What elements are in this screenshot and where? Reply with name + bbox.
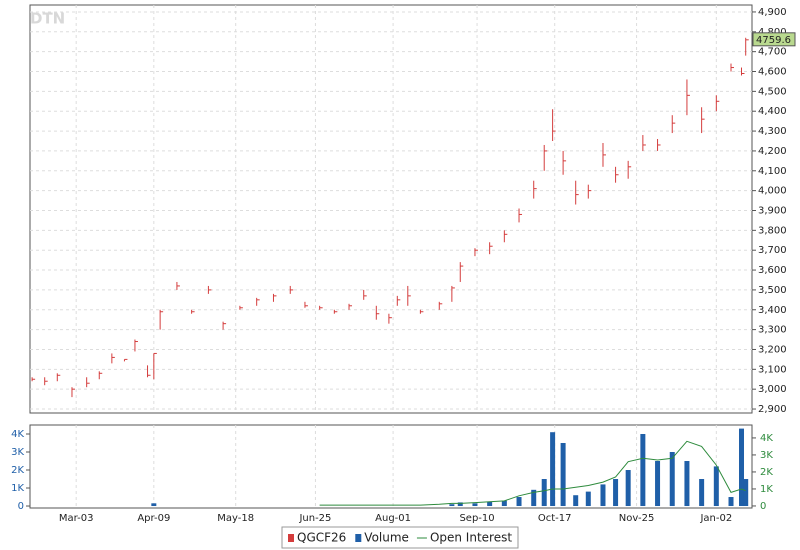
last-value-box <box>752 32 796 47</box>
volume-bar <box>550 432 556 507</box>
legend-swatch <box>355 534 362 542</box>
volume-bar <box>516 497 522 507</box>
last-value-label: 4759.6 <box>756 35 791 46</box>
y-tick-label: 2,900 <box>758 404 787 415</box>
volume-bar <box>739 428 745 507</box>
y-tick-label: 3,600 <box>758 265 787 276</box>
volume-bar <box>573 495 579 507</box>
x-tick-label: May-18 <box>217 513 254 524</box>
volume-bar <box>669 452 675 507</box>
volume-bar <box>600 484 606 507</box>
x-tick-label: Sep-10 <box>459 513 494 524</box>
legend-label: QGCF26 <box>297 531 346 545</box>
volume-bar <box>560 443 566 507</box>
volume-bar <box>713 466 719 507</box>
x-tick-label: Mar-03 <box>59 513 94 524</box>
y-tick-label: 3,500 <box>758 285 787 296</box>
volume-bar <box>472 503 478 507</box>
price-panel <box>29 4 753 414</box>
volume-bar <box>728 497 734 507</box>
y-tick-label: 2K <box>760 467 773 478</box>
y-tick-label: 4,400 <box>758 106 787 117</box>
y-tick-label: 4,500 <box>758 86 787 97</box>
y-tick-label: 0 <box>760 501 766 512</box>
volume-bar <box>699 479 705 507</box>
y-tick-label: 2K <box>11 465 24 476</box>
y-tick-label: 4K <box>11 429 24 440</box>
x-tick-label: Nov-25 <box>619 513 655 524</box>
volume-bar <box>457 502 463 507</box>
volume-bar <box>531 489 537 507</box>
y-tick-label: 3K <box>760 450 773 461</box>
y-tick-label: 3,100 <box>758 364 787 375</box>
y-tick-label: 4,900 <box>758 7 787 18</box>
volume-bar <box>625 470 631 507</box>
x-tick-label: Jun-25 <box>298 513 331 524</box>
watermark: DTN <box>30 10 65 28</box>
y-tick-label: 3,900 <box>758 205 787 216</box>
y-tick-label: 4,600 <box>758 67 787 78</box>
y-tick-label: 3,200 <box>758 344 787 355</box>
volume-bar <box>541 479 547 507</box>
y-tick-label: 4,100 <box>758 166 787 177</box>
y-tick-label: 0 <box>18 501 24 512</box>
volume-bar <box>743 479 749 507</box>
legend-label: Open Interest <box>430 531 512 545</box>
legend <box>281 526 519 549</box>
y-tick-label: 3K <box>11 447 24 458</box>
y-tick-label: 4,700 <box>758 47 787 58</box>
volume-bar <box>151 503 157 507</box>
y-tick-label: 4K <box>760 433 773 444</box>
y-tick-label: 4,300 <box>758 126 787 137</box>
legend-swatch <box>288 534 294 542</box>
x-tick-label: Jan-02 <box>699 513 732 524</box>
volume-bar <box>684 461 690 507</box>
x-tick-label: Apr-09 <box>137 513 170 524</box>
volume-bar <box>585 491 591 507</box>
x-tick-label: Oct-17 <box>538 513 572 524</box>
y-tick-label: 3,400 <box>758 305 787 316</box>
volume-bar <box>501 500 507 507</box>
y-tick-label: 1K <box>760 484 773 495</box>
y-tick-label: 3,700 <box>758 245 787 256</box>
y-tick-label: 1K <box>11 483 24 494</box>
volume-bar <box>613 479 619 507</box>
y-tick-label: 3,300 <box>758 325 787 336</box>
y-tick-label: 3,800 <box>758 225 787 236</box>
y-tick-label: 4,000 <box>758 186 787 197</box>
y-tick-label: 3,000 <box>758 384 787 395</box>
open-interest-line <box>319 440 746 506</box>
y-tick-label: 4,200 <box>758 146 787 157</box>
volume-bar <box>487 501 493 507</box>
volume-bar <box>449 504 455 507</box>
volume-panel <box>29 424 753 509</box>
y-tick-label: 4,800 <box>758 27 787 38</box>
x-tick-label: Aug-01 <box>375 513 411 524</box>
volume-bar <box>655 461 661 507</box>
volume-bar <box>640 434 646 507</box>
legend-label: Volume <box>364 531 409 545</box>
